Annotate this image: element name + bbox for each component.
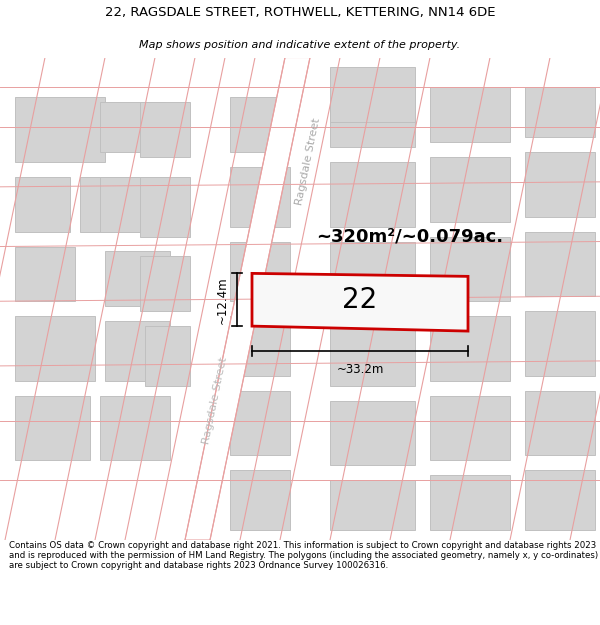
Bar — [105, 251, 170, 306]
Bar — [525, 471, 595, 530]
Bar — [330, 401, 415, 466]
Bar — [15, 177, 70, 232]
Bar — [230, 98, 290, 152]
Bar — [525, 311, 595, 376]
Bar — [525, 232, 595, 296]
Bar — [230, 167, 290, 227]
Bar — [230, 316, 290, 376]
Bar — [100, 102, 165, 152]
Bar — [15, 246, 75, 301]
Bar — [15, 98, 105, 162]
Bar — [145, 326, 190, 386]
Bar — [140, 177, 190, 237]
Bar — [330, 321, 415, 386]
Text: Ragsdale Street: Ragsdale Street — [294, 118, 322, 206]
Bar — [230, 241, 290, 301]
Text: ~320m²/~0.079ac.: ~320m²/~0.079ac. — [316, 228, 503, 246]
Bar — [140, 102, 190, 157]
Text: 22: 22 — [343, 286, 377, 314]
Bar — [330, 241, 415, 306]
Bar — [105, 321, 170, 381]
Bar — [430, 88, 510, 142]
Bar — [525, 88, 595, 137]
Bar — [525, 152, 595, 217]
Bar — [430, 157, 510, 222]
Text: ~12.4m: ~12.4m — [216, 276, 229, 324]
Bar — [15, 396, 90, 461]
Bar — [330, 480, 415, 530]
Bar — [330, 68, 415, 122]
Text: Contains OS data © Crown copyright and database right 2021. This information is : Contains OS data © Crown copyright and d… — [9, 541, 598, 571]
Bar — [525, 391, 595, 456]
Polygon shape — [185, 58, 310, 540]
Bar — [80, 177, 150, 232]
Text: Map shows position and indicative extent of the property.: Map shows position and indicative extent… — [139, 40, 461, 50]
Polygon shape — [252, 273, 468, 331]
Bar — [330, 88, 415, 147]
Bar — [230, 471, 290, 530]
Text: ~33.2m: ~33.2m — [337, 363, 383, 376]
Bar — [430, 316, 510, 381]
Text: 22, RAGSDALE STREET, ROTHWELL, KETTERING, NN14 6DE: 22, RAGSDALE STREET, ROTHWELL, KETTERING… — [105, 6, 495, 19]
Bar — [430, 476, 510, 530]
Text: Ragsdale Street: Ragsdale Street — [201, 356, 229, 445]
Bar — [100, 177, 170, 232]
Bar — [430, 396, 510, 461]
Bar — [100, 396, 170, 461]
Bar — [330, 162, 415, 227]
Bar — [15, 316, 95, 381]
Bar — [230, 391, 290, 456]
Bar — [430, 237, 510, 301]
Bar — [140, 256, 190, 311]
